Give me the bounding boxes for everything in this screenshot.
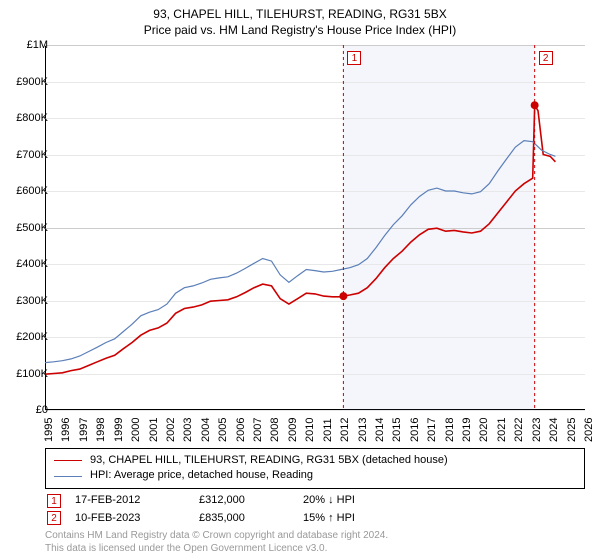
x-tick-label: 2003 xyxy=(182,418,194,442)
x-tick-label: 2026 xyxy=(583,418,595,442)
x-tick-label: 1998 xyxy=(95,418,107,442)
x-tick-label: 2023 xyxy=(531,418,543,442)
footer-line: This data is licensed under the Open Gov… xyxy=(45,543,585,556)
transaction-vs-hpi: 20% ↓ HPI xyxy=(303,492,413,510)
y-tick-label: £900K xyxy=(16,76,48,88)
x-tick-label: 2015 xyxy=(391,418,403,442)
transaction-marker-icon: 2 xyxy=(47,511,61,525)
transaction-price: £312,000 xyxy=(199,492,289,510)
transaction-marker-box: 2 xyxy=(539,51,553,65)
plot-area: 12 xyxy=(45,45,585,410)
x-tick-label: 2008 xyxy=(269,418,281,442)
x-tick-label: 2019 xyxy=(461,418,473,442)
x-tick-label: 2014 xyxy=(374,418,386,442)
x-tick-label: 2006 xyxy=(235,418,247,442)
legend-swatch xyxy=(54,460,82,461)
x-tick-label: 2007 xyxy=(252,418,264,442)
legend-item-hpi: HPI: Average price, detached house, Read… xyxy=(54,468,576,483)
x-tick-label: 2022 xyxy=(513,418,525,442)
y-tick-label: £400K xyxy=(16,258,48,270)
x-tick-label: 2018 xyxy=(444,418,456,442)
transaction-dot xyxy=(531,101,539,109)
line-series-svg xyxy=(45,45,585,410)
legend: 93, CHAPEL HILL, TILEHURST, READING, RG3… xyxy=(45,448,585,489)
transaction-date: 10-FEB-2023 xyxy=(75,510,185,528)
x-tick-label: 2004 xyxy=(200,418,212,442)
table-row: 2 10-FEB-2023 £835,000 15% ↑ HPI xyxy=(45,510,585,528)
x-tick-label: 2021 xyxy=(496,418,508,442)
x-tick-label: 2013 xyxy=(357,418,369,442)
x-tick-label: 2010 xyxy=(304,418,316,442)
x-tick-label: 2020 xyxy=(478,418,490,442)
x-tick-label: 1997 xyxy=(78,418,90,442)
transaction-table: 1 17-FEB-2012 £312,000 20% ↓ HPI 2 10-FE… xyxy=(45,492,585,527)
y-tick-label: £200K xyxy=(16,331,48,343)
y-tick-label: £500K xyxy=(16,222,48,234)
x-tick-label: 1999 xyxy=(113,418,125,442)
x-tick-label: 2005 xyxy=(217,418,229,442)
y-tick-label: £800K xyxy=(16,112,48,124)
chart-title-block: 93, CHAPEL HILL, TILEHURST, READING, RG3… xyxy=(0,0,600,38)
series-hpi xyxy=(45,141,555,363)
x-tick-label: 2017 xyxy=(426,418,438,442)
transaction-dot xyxy=(339,292,347,300)
x-tick-label: 2001 xyxy=(148,418,160,442)
legend-swatch xyxy=(54,476,82,477)
x-tick-label: 2009 xyxy=(287,418,299,442)
chart-container: 93, CHAPEL HILL, TILEHURST, READING, RG3… xyxy=(0,0,600,560)
x-tick-label: 2025 xyxy=(566,418,578,442)
legend-label: HPI: Average price, detached house, Read… xyxy=(90,468,313,483)
chart-subtitle: Price paid vs. HM Land Registry's House … xyxy=(0,22,600,38)
x-axis-labels: 1995 1996 1997 1998 1999 2000 2001 2002 2003 2004… xyxy=(45,412,585,446)
table-row: 1 17-FEB-2012 £312,000 20% ↓ HPI xyxy=(45,492,585,510)
y-tick-label: £0 xyxy=(36,404,48,416)
y-tick-label: £300K xyxy=(16,295,48,307)
transaction-vs-hpi: 15% ↑ HPI xyxy=(303,510,413,528)
chart-title: 93, CHAPEL HILL, TILEHURST, READING, RG3… xyxy=(0,6,600,22)
x-tick-label: 2012 xyxy=(339,418,351,442)
y-tick-label: £100K xyxy=(16,368,48,380)
legend-label: 93, CHAPEL HILL, TILEHURST, READING, RG3… xyxy=(90,453,448,468)
x-tick-label: 2011 xyxy=(322,418,334,442)
footer-line: Contains HM Land Registry data © Crown c… xyxy=(45,530,585,543)
transaction-marker-box: 1 xyxy=(347,51,361,65)
transaction-price: £835,000 xyxy=(199,510,289,528)
x-tick-label: 1996 xyxy=(60,418,72,442)
x-tick-label: 2024 xyxy=(548,418,560,442)
x-tick-label: 2016 xyxy=(409,418,421,442)
y-tick-label: £700K xyxy=(16,149,48,161)
x-tick-label: 2000 xyxy=(130,418,142,442)
transaction-date: 17-FEB-2012 xyxy=(75,492,185,510)
transaction-marker-icon: 1 xyxy=(47,494,61,508)
footer-attribution: Contains HM Land Registry data © Crown c… xyxy=(45,530,585,555)
series-price_paid xyxy=(45,105,555,374)
y-tick-label: £600K xyxy=(16,185,48,197)
y-tick-label: £1M xyxy=(27,39,48,51)
x-tick-label: 2002 xyxy=(165,418,177,442)
legend-item-price-paid: 93, CHAPEL HILL, TILEHURST, READING, RG3… xyxy=(54,453,576,468)
x-tick-label: 1995 xyxy=(43,418,55,442)
